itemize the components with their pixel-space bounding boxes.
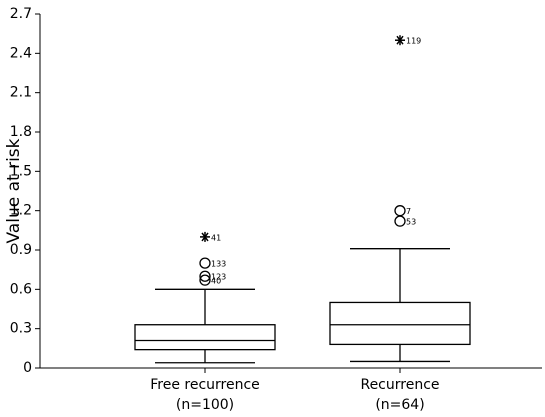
x-tick-label: Free recurrence <box>150 377 260 393</box>
y-axis-label: Value at risk <box>4 138 24 243</box>
box <box>134 324 276 351</box>
x-tick-note: (n=64) <box>375 397 424 413</box>
outlier-label: 40 <box>211 277 221 286</box>
outlier-label: 53 <box>406 218 416 227</box>
y-tick-label: 2.4 <box>10 45 32 61</box>
y-tick-label: 2.1 <box>10 85 32 101</box>
outlier-label: 119 <box>406 37 421 46</box>
y-tick-label: 1.2 <box>10 203 32 219</box>
outlier-circle <box>199 270 211 282</box>
outlier-star <box>395 35 405 46</box>
outlier-circle <box>394 215 406 227</box>
y-tick-label: 0.3 <box>10 321 32 337</box>
outlier-circle <box>199 257 211 269</box>
y-tick-label: 1.5 <box>10 163 32 179</box>
outlier-label: 133 <box>211 260 226 269</box>
outlier-circle <box>394 205 406 217</box>
x-tick-note: (n=100) <box>176 397 234 413</box>
outlier-circle <box>199 274 211 286</box>
outlier-label: 123 <box>211 273 226 282</box>
box <box>329 301 471 346</box>
y-tick-label: 0.9 <box>10 242 32 258</box>
y-tick-label: 0.6 <box>10 281 32 297</box>
outlier-label: 41 <box>211 233 221 242</box>
outlier-label: 7 <box>406 207 411 216</box>
outlier-star <box>200 231 210 242</box>
y-tick-label: 2.7 <box>10 6 32 22</box>
y-tick-label: 0 <box>23 360 32 376</box>
y-tick-label: 1.8 <box>10 124 32 140</box>
x-tick-label: Recurrence <box>360 377 439 393</box>
